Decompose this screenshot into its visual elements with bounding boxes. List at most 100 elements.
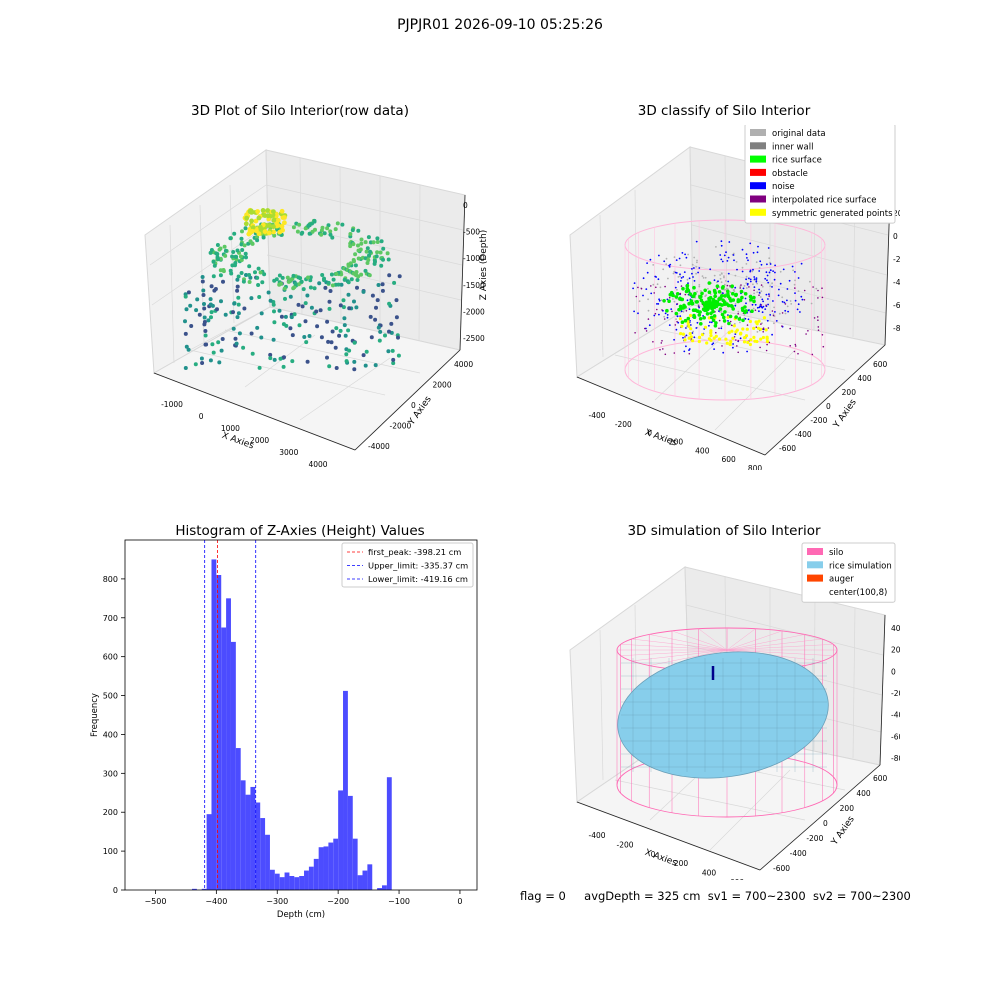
- data-point: [256, 215, 262, 221]
- data-point: [193, 362, 198, 367]
- sv2-text: sv2 = 700~2300: [812, 889, 911, 903]
- histogram-bar: [221, 627, 227, 890]
- silo-spoke: [726, 628, 756, 651]
- rice-point: [665, 308, 669, 313]
- rice-point: [749, 297, 753, 302]
- noise-point: [760, 305, 763, 308]
- data-point: [218, 256, 223, 261]
- noise-point: [668, 266, 671, 268]
- rice-point: [705, 312, 710, 316]
- rice-point: [750, 309, 754, 313]
- symmetric-point: [709, 334, 713, 338]
- interpolated-point: [767, 327, 770, 329]
- data-point: [359, 241, 364, 246]
- symmetric-point: [728, 342, 732, 347]
- rice-point: [702, 316, 706, 320]
- rice-point: [698, 317, 703, 321]
- interpolated-point: [650, 285, 652, 287]
- data-point: [243, 251, 248, 256]
- grid-line: [852, 607, 856, 759]
- interpolated-point: [684, 336, 686, 338]
- histogram-bar: [230, 641, 236, 890]
- symmetric-point: [705, 341, 709, 345]
- histogram-bar: [333, 838, 339, 890]
- data-point: [352, 340, 357, 345]
- data-point: [255, 238, 260, 243]
- original-point: [752, 283, 754, 286]
- y-tick-label: 2000: [433, 381, 452, 390]
- rice-point: [691, 294, 695, 299]
- histogram-bar: [377, 888, 382, 890]
- data-point: [183, 331, 188, 336]
- noise-point: [675, 259, 678, 261]
- noise-point: [666, 298, 669, 301]
- x-tick-label: 400: [695, 446, 710, 455]
- symmetric-point: [687, 324, 691, 328]
- noise-point: [680, 280, 682, 282]
- original-point: [723, 288, 726, 291]
- z-tick-label: 200: [891, 646, 900, 655]
- data-point: [282, 215, 287, 220]
- rice-point: [681, 286, 685, 291]
- interpolated-point: [760, 323, 762, 325]
- symmetric-point: [681, 332, 685, 336]
- data-point: [339, 282, 344, 287]
- data-point: [328, 229, 333, 234]
- data-point: [300, 230, 305, 235]
- data-point: [394, 298, 399, 303]
- data-point: [353, 252, 358, 257]
- data-point: [297, 323, 302, 328]
- noise-point: [782, 268, 785, 271]
- data-point: [347, 348, 352, 353]
- rice-point: [737, 317, 742, 321]
- grid-line: [599, 214, 604, 358]
- y-tick-label: 0: [411, 401, 416, 410]
- data-point: [250, 241, 255, 246]
- data-point: [249, 331, 254, 336]
- symmetric-point: [765, 339, 769, 344]
- z-tick-label: -400: [893, 278, 900, 287]
- data-point: [377, 338, 382, 343]
- noise-point: [758, 288, 760, 291]
- noise-point: [642, 294, 644, 297]
- data-point: [255, 325, 260, 330]
- noise-point: [658, 299, 661, 302]
- data-point: [268, 356, 273, 361]
- data-point: [386, 349, 391, 354]
- noise-point: [719, 254, 722, 256]
- data-point: [338, 328, 343, 333]
- noise-point: [685, 256, 688, 259]
- noise-point: [758, 291, 761, 294]
- y-axis-label: Y Axies: [406, 394, 434, 427]
- z-tick-label: -600: [893, 301, 900, 310]
- rice-point: [728, 314, 733, 319]
- rice-point: [734, 315, 738, 319]
- data-point: [244, 255, 248, 260]
- original-point: [773, 322, 775, 325]
- data-point: [210, 342, 215, 347]
- interpolated-point: [821, 296, 824, 299]
- interpolated-point: [660, 342, 663, 344]
- data-point: [304, 340, 309, 345]
- noise-point: [756, 306, 759, 309]
- rice-point: [702, 303, 707, 307]
- z-tick-label: 0: [893, 232, 898, 241]
- data-point: [374, 305, 378, 310]
- data-point: [271, 229, 276, 235]
- silo-spoke: [631, 649, 728, 662]
- data-point: [267, 223, 272, 228]
- data-point: [379, 239, 384, 244]
- interpolated-point: [817, 289, 819, 292]
- noise-point: [787, 310, 789, 313]
- original-point: [752, 307, 755, 310]
- rice-point: [690, 301, 695, 306]
- data-point: [249, 228, 255, 234]
- y-tick-label: -400: [790, 849, 807, 858]
- rice-point: [678, 297, 682, 301]
- data-point: [231, 250, 236, 254]
- rice-point: [674, 311, 679, 316]
- y-tick-label: 400: [857, 374, 872, 383]
- interpolated-point: [729, 320, 732, 323]
- noise-point: [749, 278, 752, 281]
- original-point: [702, 277, 705, 279]
